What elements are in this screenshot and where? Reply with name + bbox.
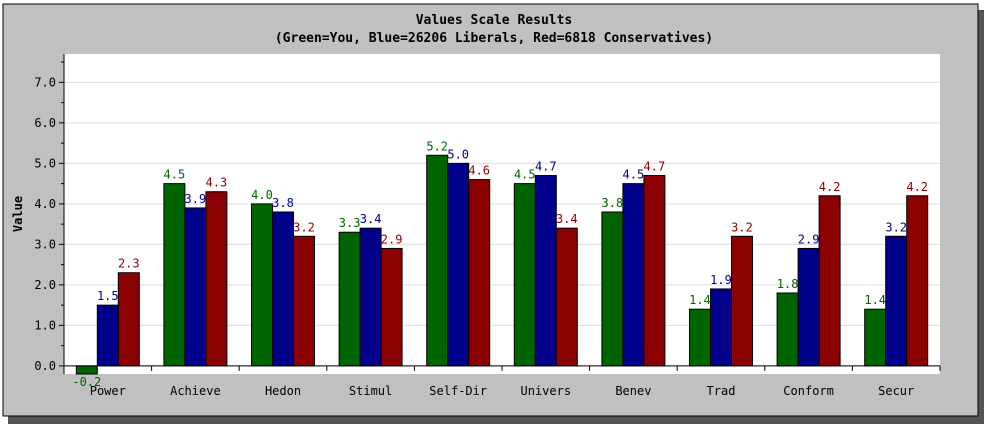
bar	[117, 272, 140, 367]
bar-value-label: 1.9	[710, 273, 732, 287]
y-tick-label: 0.0	[34, 359, 56, 373]
bar-value-label: 4.2	[819, 180, 841, 194]
bar	[906, 195, 929, 367]
bar	[534, 175, 557, 367]
bar-value-label: 1.4	[864, 293, 886, 307]
bar	[163, 183, 186, 367]
x-tick-label: Stimul	[349, 384, 392, 398]
bar-value-label: 4.6	[468, 164, 490, 178]
bar	[293, 235, 315, 367]
bar	[205, 191, 228, 367]
bar	[380, 247, 403, 367]
bar	[468, 179, 491, 367]
y-tick-label: 7.0	[34, 75, 56, 89]
x-tick-label: Power	[90, 384, 126, 398]
bar	[513, 183, 536, 367]
bar-value-label: 3.2	[293, 220, 315, 234]
x-tick-label: Conform	[783, 384, 834, 398]
bar	[622, 183, 645, 367]
bar	[601, 211, 624, 367]
x-tick-label: Univers	[521, 384, 572, 398]
x-tick-label: Secur	[878, 384, 914, 398]
axes: 0.0 1.0 2.0 3.0 4.0 5.0 6.0 7.0 Power Achieve Hedo…	[34, 54, 941, 398]
x-tick-label: Trad	[707, 384, 736, 398]
bar-value-label: 1.8	[777, 277, 799, 291]
bar	[797, 247, 820, 367]
bar-value-label: 3.4	[360, 212, 382, 226]
bar-value-label: 4.5	[514, 168, 536, 182]
bar-value-label: 4.0	[251, 188, 273, 202]
bar	[864, 308, 887, 367]
y-tick-label: 3.0	[34, 237, 56, 251]
bar-value-label: 3.4	[556, 212, 578, 226]
bar-value-label: 5.0	[447, 147, 469, 161]
x-tick-label: Hedon	[265, 384, 301, 398]
bar	[426, 154, 449, 367]
bar-value-label: 1.4	[689, 293, 711, 307]
y-tick-label: 1.0	[34, 318, 56, 332]
bar-value-label: 1.5	[97, 289, 119, 303]
bar-value-label: 3.2	[885, 220, 907, 234]
y-axis-label: Value	[11, 196, 25, 232]
bar-value-label: 2.3	[118, 257, 140, 271]
y-tick-label: 2.0	[34, 278, 56, 292]
data-labels: -0.21.52.34.53.94.34.03.83.2 3.3 3.42.95.2…	[72, 139, 928, 389]
bar	[689, 308, 711, 367]
bar	[776, 292, 799, 367]
y-tick-label: 5.0	[34, 156, 56, 170]
bar-value-label: 3.3	[339, 216, 361, 230]
bar	[96, 304, 119, 367]
bars	[75, 154, 929, 375]
bar-value-label: 2.9	[798, 232, 820, 246]
bar	[555, 227, 578, 367]
y-tick-label: 6.0	[34, 116, 56, 130]
bar	[818, 195, 841, 367]
y-tick-label: 4.0	[34, 197, 56, 211]
bar-value-label: 2.9	[381, 232, 403, 246]
bar	[359, 227, 382, 367]
x-tick-label: Achieve	[170, 384, 221, 398]
bar-value-label: 4.2	[906, 180, 928, 194]
bar-value-label: 4.5	[164, 168, 186, 182]
bar	[731, 235, 753, 367]
bar	[75, 365, 98, 375]
bar	[272, 211, 294, 367]
bar	[643, 175, 666, 367]
bar	[184, 207, 207, 367]
bar	[885, 235, 908, 367]
bar-value-label: 4.5	[623, 168, 645, 182]
bar-value-label: 3.8	[272, 196, 294, 210]
bar-value-label: -0.2	[72, 375, 101, 389]
bar-value-label: 3.9	[185, 192, 207, 206]
bar	[447, 162, 470, 367]
x-tick-label: Benev	[615, 384, 651, 398]
bar-value-label: 4.3	[206, 176, 228, 190]
bar-value-label: 3.2	[731, 220, 753, 234]
bar-value-label: 4.7	[644, 160, 666, 174]
bar-value-label: 3.8	[602, 196, 624, 210]
bar-value-label: 5.2	[426, 139, 448, 153]
bar	[710, 288, 732, 367]
chart-subtitle: (Green=You, Blue=26206 Liberals, Red=681…	[275, 31, 713, 46]
bar	[338, 231, 361, 367]
bar-value-label: 4.7	[535, 160, 557, 174]
x-tick-label: Self-Dir	[429, 384, 487, 398]
bar	[251, 203, 273, 367]
chart-title: Values Scale Results	[416, 13, 573, 28]
